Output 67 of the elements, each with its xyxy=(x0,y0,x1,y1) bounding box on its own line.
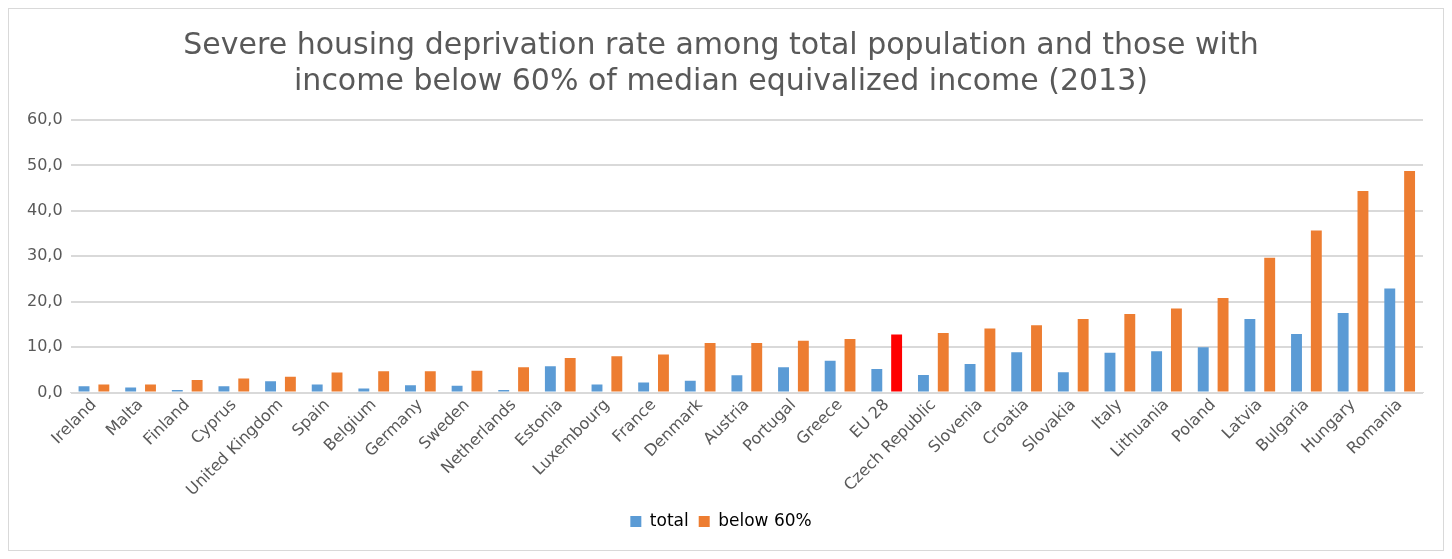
bar xyxy=(797,340,809,392)
bar xyxy=(844,339,856,392)
bar xyxy=(1337,313,1349,392)
bar xyxy=(145,384,156,392)
bar xyxy=(218,386,230,392)
bar xyxy=(1310,230,1322,392)
y-tick-label: 60,0 xyxy=(27,109,63,129)
bar xyxy=(424,371,436,392)
bar xyxy=(564,358,576,392)
bar xyxy=(1264,257,1276,392)
y-tick-label: 50,0 xyxy=(27,154,63,174)
bar xyxy=(78,386,90,392)
legend-label: below 60% xyxy=(718,509,812,530)
y-tick-label: 30,0 xyxy=(27,245,63,265)
bar xyxy=(1357,190,1369,392)
bar xyxy=(751,343,763,392)
bar xyxy=(378,371,390,392)
y-tick-label: 0,0 xyxy=(37,381,63,401)
bar xyxy=(544,366,556,392)
bar xyxy=(238,378,250,392)
bar xyxy=(611,356,623,392)
bar xyxy=(964,363,976,392)
bar xyxy=(358,388,370,392)
bar xyxy=(684,380,696,392)
bar xyxy=(191,379,203,392)
y-tick-label: 10,0 xyxy=(27,336,63,356)
bar xyxy=(1057,372,1069,392)
bar xyxy=(405,385,416,392)
bar xyxy=(591,384,603,392)
bar xyxy=(125,387,137,392)
bar xyxy=(518,367,529,392)
bar xyxy=(984,328,996,392)
bar xyxy=(704,343,716,392)
bar xyxy=(1404,170,1416,392)
bar xyxy=(1031,325,1042,392)
bar xyxy=(824,360,836,392)
bar xyxy=(1077,319,1089,392)
bar xyxy=(1124,314,1136,392)
bar xyxy=(891,334,903,392)
text: Severe housing deprivation rate among total population and those with xyxy=(183,25,1259,61)
bar xyxy=(284,376,296,392)
bar xyxy=(1291,334,1302,392)
y-tick-label: 40,0 xyxy=(27,200,63,220)
bar xyxy=(265,381,277,392)
bar xyxy=(1104,352,1116,392)
bar xyxy=(1217,298,1229,392)
bar xyxy=(658,354,669,392)
bar xyxy=(1384,288,1396,392)
bar xyxy=(731,375,743,392)
bar xyxy=(98,384,110,392)
bar xyxy=(1170,308,1182,392)
legend-label: total xyxy=(649,509,689,530)
bar xyxy=(638,382,650,392)
bar xyxy=(778,367,789,392)
text: income below 60% of median equivalized income (2013) xyxy=(294,61,1148,97)
bar xyxy=(471,370,483,392)
y-tick-label: 20,0 xyxy=(27,290,63,310)
bar xyxy=(311,384,323,392)
bar xyxy=(1151,351,1163,392)
bar xyxy=(871,368,883,392)
bar xyxy=(451,385,463,392)
bar xyxy=(937,333,949,392)
bar xyxy=(917,374,929,392)
bar xyxy=(1197,347,1209,392)
bar xyxy=(1011,352,1023,392)
bar xyxy=(1244,319,1256,392)
bar xyxy=(331,372,343,392)
